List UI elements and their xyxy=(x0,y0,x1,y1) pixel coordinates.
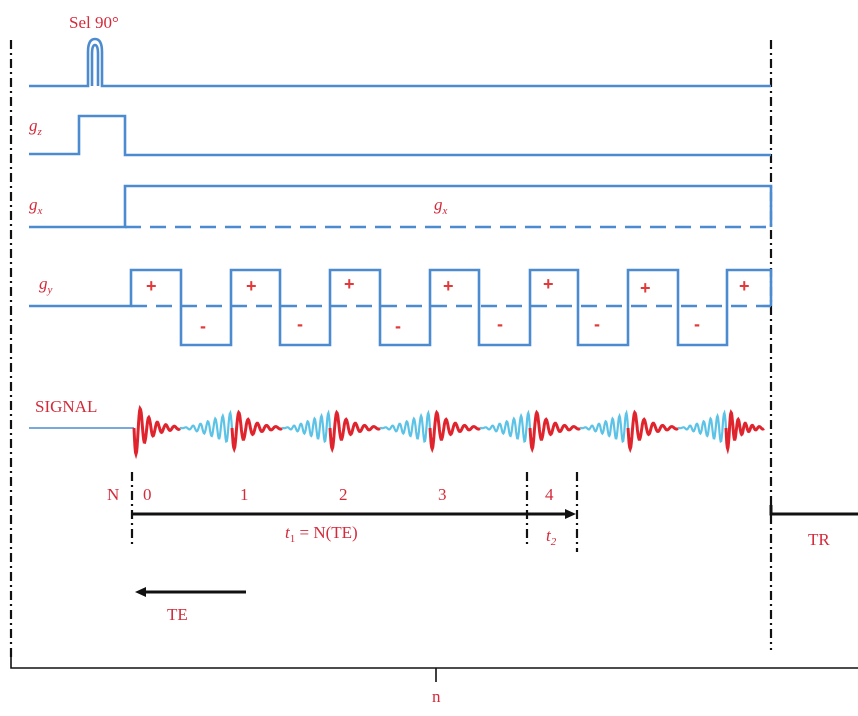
gy-minus-1: - xyxy=(200,316,206,336)
echo-segment-11 xyxy=(626,409,679,454)
gz-label: gz xyxy=(29,116,43,138)
echo-segment-4 xyxy=(282,409,332,444)
gy-minus-4: - xyxy=(497,314,503,334)
gy-positive-signs: + + + + + + + xyxy=(146,274,750,298)
gy-plus-7: + xyxy=(739,276,750,296)
echo-index-0: 0 xyxy=(143,485,152,504)
rf-baseline xyxy=(29,37,771,88)
n-label: N xyxy=(107,485,119,504)
echo-segment-2 xyxy=(180,409,234,444)
gy-plus-4: + xyxy=(443,276,454,296)
gy-plus-5: + xyxy=(543,274,554,294)
bottom-brace xyxy=(10,652,858,682)
echo-index-3: 3 xyxy=(438,485,447,504)
t1-label: t1 = N(TE) xyxy=(285,523,358,545)
gy-minus-3: - xyxy=(395,316,401,336)
echo-index-2: 2 xyxy=(339,485,348,504)
tr-label: TR xyxy=(808,530,830,549)
gy-negative-signs: - - - - - - xyxy=(200,314,700,336)
gz-slice-select-gradient xyxy=(29,114,771,157)
gy-oscillating-gradient xyxy=(29,268,773,347)
n-bottom-label: n xyxy=(432,687,441,706)
gy-minus-2: - xyxy=(297,314,303,334)
echo-segment-9 xyxy=(528,409,581,454)
echo-segment-10 xyxy=(580,409,630,444)
echo-segment-6 xyxy=(380,409,432,444)
gy-plus-6: + xyxy=(640,278,651,298)
t2-arrow-head xyxy=(565,509,576,519)
signal-label: SIGNAL xyxy=(35,397,97,416)
echo-segment-7 xyxy=(428,409,481,454)
gy-plus-2: + xyxy=(246,276,257,296)
echo-segment-8 xyxy=(480,409,532,444)
signal-echo-train xyxy=(132,404,765,460)
gy-minus-5: - xyxy=(594,314,600,334)
echo-index-1: 1 xyxy=(240,485,249,504)
rf-sinc-pulse xyxy=(90,43,100,86)
echo-segment-1 xyxy=(132,404,181,460)
te-label: TE xyxy=(167,605,188,624)
t2-label: t2 xyxy=(546,526,557,548)
gy-plus-3: + xyxy=(344,274,355,294)
echo-segment-13 xyxy=(724,409,765,455)
tr-step-line xyxy=(769,505,858,516)
gy-label: gy xyxy=(39,274,53,296)
echo-index-4: 4 xyxy=(545,485,554,504)
echo-segment-12 xyxy=(678,409,728,444)
gy-minus-6: - xyxy=(694,314,700,334)
gy-plus-1: + xyxy=(146,276,157,296)
gx-label: gx xyxy=(29,195,43,217)
rf-pulse-label: Sel 90° xyxy=(69,13,119,32)
gx-readout-gradient xyxy=(29,184,773,229)
echo-segment-5 xyxy=(328,409,381,454)
te-arrow-head xyxy=(135,587,146,597)
echo-segment-3 xyxy=(230,409,283,454)
gx-mid-label: gx xyxy=(434,195,448,217)
